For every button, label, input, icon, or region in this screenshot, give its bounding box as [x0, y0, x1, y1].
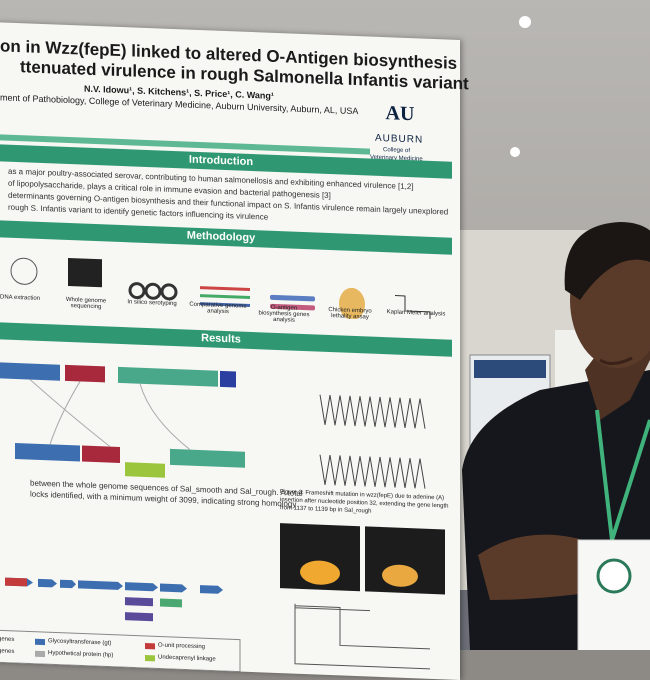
egg — [300, 560, 340, 585]
icon — [339, 287, 365, 320]
poster: on in Wzz(fepE) linked to altered O-Anti… — [0, 22, 469, 680]
logo-name: AUBURN — [375, 132, 424, 146]
icon — [160, 283, 178, 301]
arms — [478, 534, 610, 600]
legend-label: genes — [0, 648, 15, 655]
block — [0, 362, 60, 381]
badge — [577, 539, 650, 650]
icon — [200, 302, 250, 307]
gene-arrow — [125, 612, 153, 622]
icon — [200, 294, 250, 299]
badge-logo — [596, 558, 632, 594]
ceiling-light — [519, 16, 531, 28]
icon — [270, 294, 315, 302]
back-poster-header — [474, 360, 546, 378]
gene-arrow — [125, 597, 153, 607]
method-icons — [10, 257, 431, 320]
gene-arrows — [5, 577, 223, 594]
block — [82, 445, 120, 463]
links — [29, 379, 191, 451]
km-curve — [294, 603, 430, 670]
gene-arrow — [5, 577, 27, 587]
legend-swatch — [35, 638, 45, 646]
icon — [68, 257, 102, 288]
step-label: DNA extraction — [0, 294, 41, 302]
gene-arrow — [160, 598, 182, 608]
step-label: Chicken embryo lethality assay — [328, 306, 372, 321]
icon — [395, 295, 431, 319]
icon — [128, 282, 146, 300]
icon — [200, 286, 250, 291]
icon — [10, 257, 38, 285]
results-figures — [0, 362, 445, 673]
icon — [270, 303, 315, 311]
legend-swatch — [145, 642, 155, 650]
step-label: Kaplan Meier analysis — [386, 309, 446, 318]
neck — [585, 350, 650, 420]
egg — [382, 564, 418, 587]
chromatogram — [319, 454, 426, 489]
block — [125, 462, 165, 478]
logo-subtitle: College of — [383, 147, 411, 155]
legend-swatch — [35, 650, 45, 658]
block — [170, 448, 245, 468]
au-logo: AU — [386, 102, 415, 125]
ceiling-light — [510, 147, 520, 157]
legend-label: genes — [0, 636, 15, 643]
hair — [564, 222, 650, 300]
egg-photo — [280, 523, 360, 592]
legend-swatch — [145, 654, 155, 662]
svg-text:AU: AU — [386, 102, 415, 125]
block — [65, 364, 105, 383]
block — [15, 442, 80, 462]
step-label: O-antigen biosynthesis genes analysis — [258, 304, 310, 324]
block — [220, 370, 236, 388]
block — [118, 366, 218, 387]
step-label: Whole genome sequencing — [65, 296, 107, 311]
step-label: Comparative genome analysis — [189, 301, 247, 316]
chromatogram — [319, 394, 426, 429]
icon — [144, 282, 162, 300]
smile — [599, 356, 633, 365]
step-label: In silico serotyping — [127, 299, 177, 308]
